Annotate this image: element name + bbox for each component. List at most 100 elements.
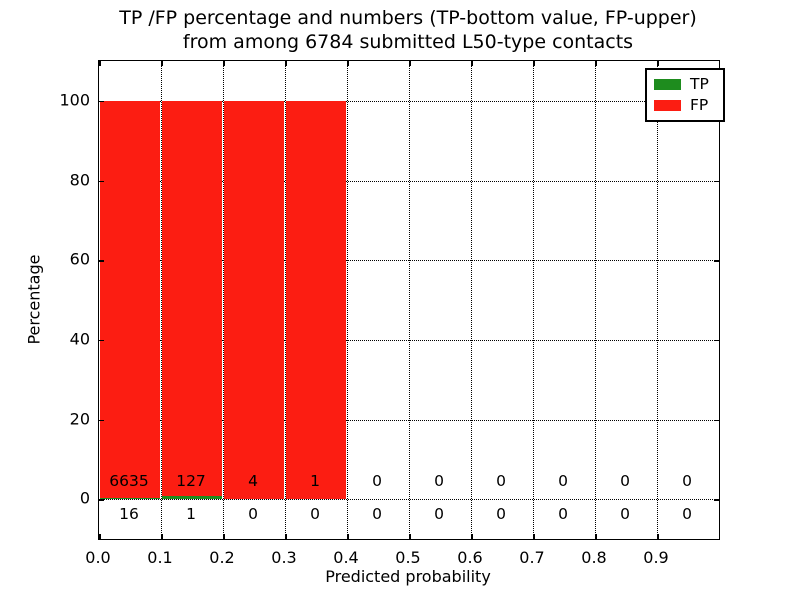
y-gridline	[99, 339, 719, 341]
x-tick-bottom	[409, 534, 411, 539]
fp-count-label: 0	[372, 472, 382, 491]
bar-segment-fp	[224, 100, 284, 500]
chart-title-line2: from among 6784 submitted L50-type conta…	[182, 31, 634, 53]
y-tick-right	[714, 339, 719, 342]
x-tick-label: 0.7	[519, 548, 545, 567]
x-tick-top	[223, 61, 225, 66]
y-tick-right	[714, 499, 719, 501]
x-gridline	[161, 61, 162, 539]
legend: TP FP	[645, 68, 725, 122]
chart-title-line1: TP /FP percentage and numbers (TP-bottom…	[119, 7, 697, 29]
y-tick-label: 80	[69, 170, 90, 189]
fp-count-label: 6635	[109, 472, 149, 491]
x-tick-top	[595, 61, 597, 66]
y-tick-right	[714, 260, 719, 262]
x-tick-label: 0.5	[395, 548, 421, 567]
tp-count-label: 0	[372, 505, 382, 524]
x-tick-label: 0.3	[271, 548, 297, 567]
y-tick-label: 40	[69, 329, 90, 349]
y-tick-right	[714, 180, 719, 182]
tp-count-label: 16	[119, 505, 139, 524]
y-tick-left	[99, 499, 104, 501]
bar-segment-fp	[100, 100, 160, 499]
x-gridline	[409, 61, 410, 539]
tp-count-label: 0	[310, 505, 320, 524]
y-gridline	[99, 260, 719, 262]
fp-count-label: 0	[434, 472, 444, 491]
x-tick-bottom	[595, 534, 597, 539]
x-gridline	[285, 61, 286, 539]
bar-segment-fp	[162, 100, 222, 497]
x-tick-label: 0.9	[643, 548, 669, 567]
x-tick-bottom	[347, 534, 349, 539]
tp-count-label: 0	[682, 505, 692, 524]
y-tick-left	[99, 260, 104, 262]
x-tick-label: 0.8	[581, 548, 607, 567]
fp-count-label: 4	[248, 472, 258, 491]
x-gridline	[223, 61, 224, 539]
tp-count-label: 0	[248, 505, 258, 524]
x-gridline	[471, 61, 472, 539]
fp-count-label: 127	[176, 472, 206, 491]
x-tick-bottom	[657, 534, 659, 539]
fp-count-label: 0	[682, 472, 692, 491]
y-tick-left	[99, 100, 104, 103]
y-tick-left	[99, 180, 104, 182]
legend-row: FP	[654, 95, 716, 116]
x-gridline	[595, 61, 596, 539]
bar-segment-fp	[286, 100, 346, 500]
tp-count-label: 0	[496, 505, 506, 524]
x-gridline	[347, 61, 348, 539]
tp-count-label: 1	[186, 505, 196, 524]
bar-segment-tp	[162, 496, 222, 500]
x-tick-top	[657, 61, 659, 66]
y-gridline	[99, 100, 719, 102]
y-tick-left	[99, 419, 104, 421]
y-tick-label: 20	[69, 409, 90, 428]
tp-count-label: 0	[558, 505, 568, 524]
y-tick-label: 0	[79, 488, 90, 508]
x-tick-top	[533, 61, 535, 66]
x-tick-bottom	[533, 534, 535, 539]
x-gridline	[533, 61, 534, 539]
y-tick-right	[714, 419, 719, 421]
y-tick-label: 60	[69, 249, 90, 269]
x-tick-label: 0.6	[457, 548, 483, 567]
plot-area: TP FP	[98, 60, 725, 540]
bar-segment-tp	[100, 498, 160, 500]
y-gridline	[99, 419, 719, 421]
fp-count-label: 1	[310, 472, 320, 491]
legend-swatch-tp	[654, 79, 681, 90]
x-tick-top	[99, 61, 101, 66]
x-tick-label: 0.0	[85, 548, 111, 567]
x-axis-label: Predicted probability	[325, 567, 491, 586]
x-tick-top	[471, 61, 473, 66]
x-tick-label: 0.1	[147, 548, 173, 567]
legend-label: TP	[690, 75, 709, 93]
x-tick-bottom	[471, 534, 473, 539]
fp-count-label: 0	[496, 472, 506, 491]
x-tick-top	[409, 61, 411, 66]
y-tick-label: 100	[59, 90, 90, 110]
x-tick-bottom	[99, 534, 101, 539]
x-tick-label: 0.2	[209, 548, 235, 567]
x-tick-bottom	[285, 534, 287, 539]
legend-row: TP	[654, 74, 716, 95]
x-tick-bottom	[161, 534, 163, 539]
legend-label: FP	[690, 96, 709, 114]
y-gridline	[99, 499, 719, 501]
y-tick-left	[99, 339, 104, 342]
legend-swatch-fp	[654, 100, 681, 111]
x-tick-bottom	[223, 534, 225, 539]
fp-count-label: 0	[558, 472, 568, 491]
x-tick-top	[285, 61, 287, 66]
x-tick-label: 0.4	[333, 548, 359, 567]
chart-title: TP /FP percentage and numbers (TP-bottom…	[98, 6, 718, 54]
fp-count-label: 0	[620, 472, 630, 491]
x-tick-top	[161, 61, 163, 66]
x-tick-top	[347, 61, 349, 66]
y-gridline	[99, 180, 719, 182]
tp-count-label: 0	[620, 505, 630, 524]
tp-count-label: 0	[434, 505, 444, 524]
